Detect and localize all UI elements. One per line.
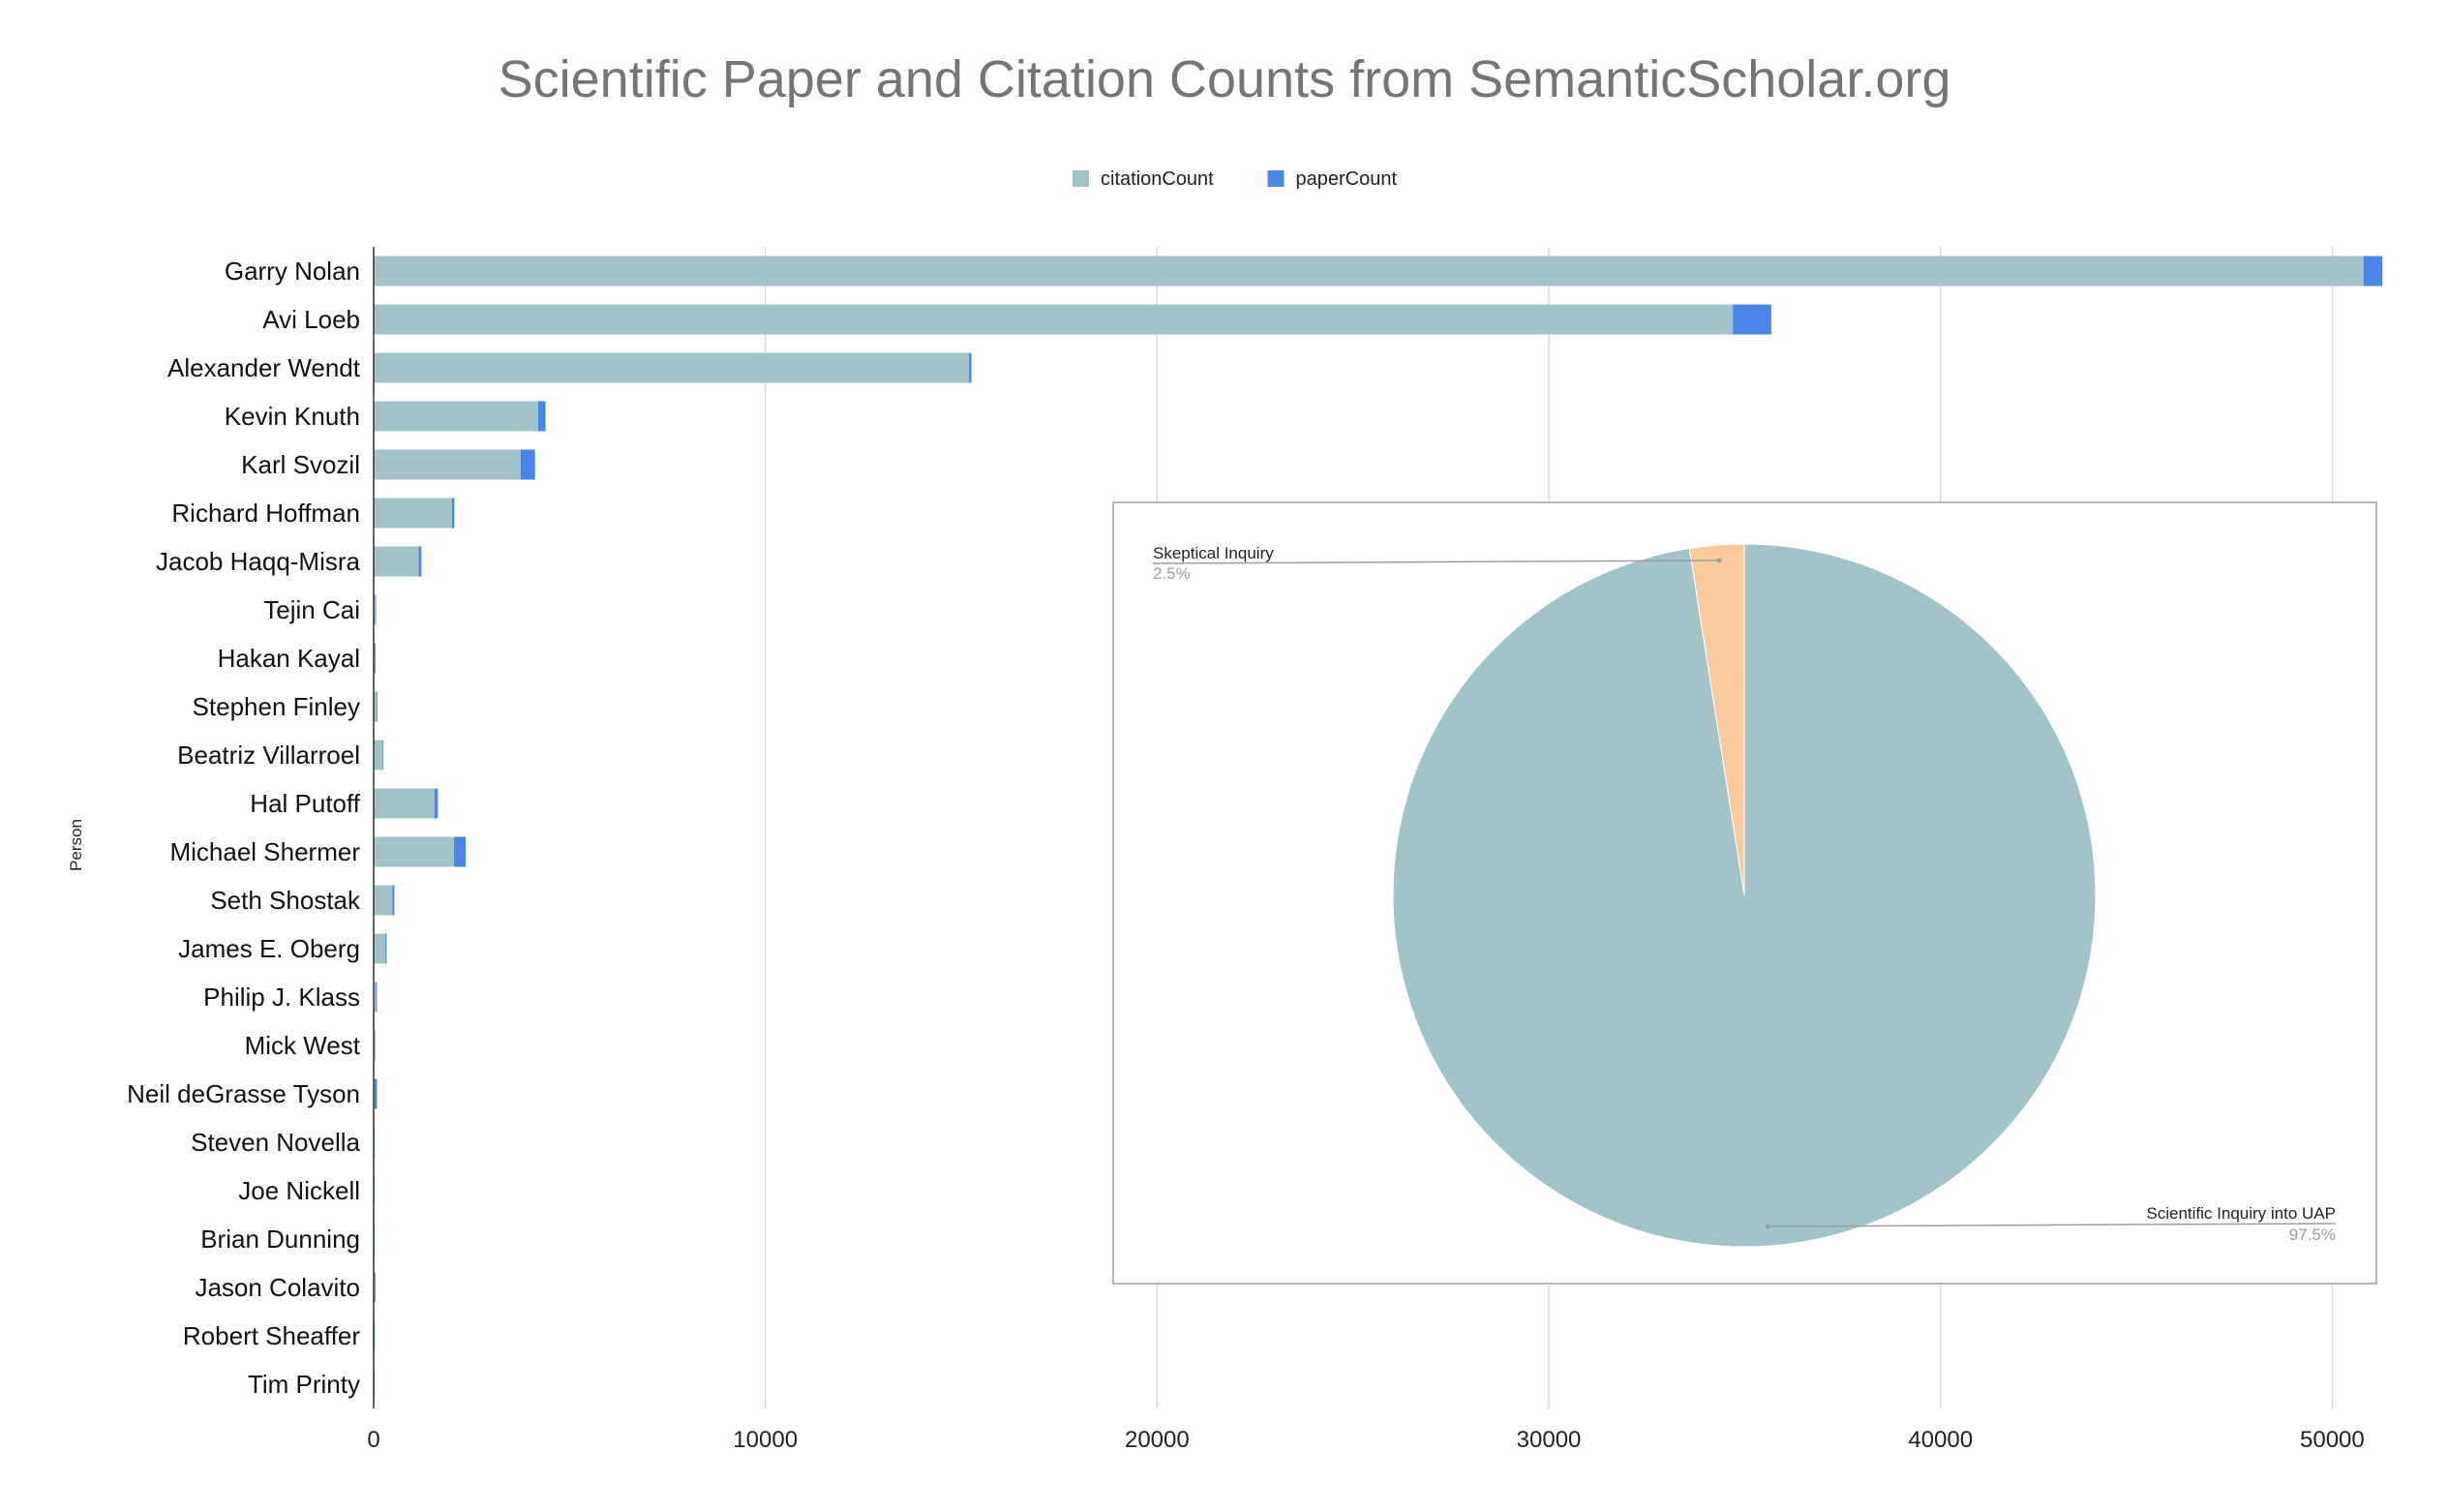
category-label-jason-colavito: Jason Colavito <box>195 1273 360 1302</box>
bar-papercount-hal-putoff <box>434 788 438 819</box>
category-label-steven-novella: Steven Novella <box>191 1128 360 1157</box>
category-label-jacob-haqq-misra: Jacob Haqq-Misra <box>156 547 361 576</box>
pie-leader-dot-scientific-inquiry-into-uap <box>1765 1224 1770 1229</box>
legend: citationCount paperCount <box>1073 168 1397 190</box>
bar-citationcount-karl-svozil <box>374 449 521 480</box>
bar-series <box>374 256 2383 1400</box>
bar-papercount-philip-j-klass <box>376 982 378 1013</box>
category-label-garry-nolan: Garry Nolan <box>225 257 360 286</box>
category-label-alexander-wendt: Alexander Wendt <box>167 353 361 382</box>
bar-citationcount-stephen-finley <box>374 691 378 722</box>
category-label-hal-putoff: Hal Putoff <box>250 789 360 818</box>
category-label-kevin-knuth: Kevin Knuth <box>225 402 360 431</box>
x-tick-label-30000: 30000 <box>1517 1427 1582 1453</box>
category-label-michael-shermer: Michael Shermer <box>169 837 360 866</box>
bar-citationcount-seth-shostak <box>374 885 393 916</box>
category-label-james-e-oberg: James E. Oberg <box>178 934 360 963</box>
x-tick-label-40000: 40000 <box>1908 1427 1973 1453</box>
bar-citationcount-michael-shermer <box>374 836 454 867</box>
category-label-joe-nickell: Joe Nickell <box>238 1176 360 1205</box>
pie-slice-skeptical-inquiry <box>1688 543 1745 896</box>
pie-label-scientific-inquiry-into-uap: Scientific Inquiry into UAP <box>2146 1204 2336 1223</box>
pie-label-skeptical-inquiry: Skeptical Inquiry <box>1153 544 1274 562</box>
bar-citationcount-beatriz-villarroel <box>374 740 383 771</box>
x-tick-labels: 0 10000 20000 30000 40000 50000 <box>367 1427 2364 1453</box>
bar-papercount-stephen-finley <box>377 691 378 722</box>
category-label-tejin-cai: Tejin Cai <box>263 595 360 624</box>
bar-papercount-hakan-kayal <box>375 643 377 674</box>
y-axis-title: Person <box>67 819 85 871</box>
pie-labels: Skeptical Inquiry 2.5% Scientific Inquiry … <box>1152 544 2337 1244</box>
category-label-philip-j-klass: Philip J. Klass <box>203 983 360 1012</box>
bar-citationcount-philip-j-klass <box>374 982 377 1013</box>
x-tick-label-50000: 50000 <box>2300 1427 2365 1453</box>
chart-title: Scientific Paper and Citation Counts fro… <box>499 50 1951 108</box>
bar-citationcount-alexander-wendt <box>374 352 970 383</box>
legend-label-citationcount: citationCount <box>1101 168 1214 190</box>
category-label-robert-sheaffer: Robert Sheaffer <box>183 1321 360 1350</box>
bar-papercount-seth-shostak <box>392 885 395 916</box>
bar-papercount-karl-svozil <box>520 449 535 480</box>
category-label-avi-loeb: Avi Loeb <box>262 305 360 334</box>
pie-slices <box>1392 543 2097 1248</box>
bar-citationcount-richard-hoffman <box>374 498 452 529</box>
bar-citationcount-garry-nolan <box>374 256 2364 287</box>
bar-papercount-garry-nolan <box>2363 256 2383 287</box>
bar-citationcount-kevin-knuth <box>374 401 538 432</box>
bar-papercount-jacob-haqq-misra <box>418 546 422 577</box>
legend-label-papercount: paperCount <box>1296 168 1398 190</box>
pie-value-scientific-inquiry-into-uap: 97.5% <box>2289 1225 2336 1244</box>
bar-papercount-kevin-knuth <box>537 401 546 432</box>
pie-inset: Skeptical Inquiry 2.5% Scientific Inquiry … <box>1112 501 2377 1285</box>
category-label-stephen-finley: Stephen Finley <box>193 692 360 721</box>
category-label-tim-printy: Tim Printy <box>248 1370 360 1399</box>
legend-swatch-papercount <box>1267 170 1285 187</box>
legend-swatch-citationcount <box>1073 170 1089 187</box>
bar-papercount-richard-hoffman <box>451 498 455 529</box>
bar-citationcount-avi-loeb <box>374 304 1734 335</box>
bar-citationcount-tejin-cai <box>374 594 376 625</box>
x-tick-label-0: 0 <box>367 1427 379 1453</box>
pie-value-skeptical-inquiry: 2.5% <box>1153 564 1191 583</box>
bar-papercount-tejin-cai <box>375 594 377 625</box>
bar-papercount-jason-colavito <box>375 1272 377 1303</box>
x-tick-label-20000: 20000 <box>1125 1427 1190 1453</box>
bar-citationcount-hal-putoff <box>374 788 435 819</box>
bar-papercount-neil-degrasse-tyson <box>375 1078 378 1109</box>
bar-citationcount-james-e-oberg <box>374 933 386 964</box>
pie-leader-dot-skeptical-inquiry <box>1716 558 1722 563</box>
x-tick-label-10000: 10000 <box>733 1427 798 1453</box>
bar-papercount-michael-shermer <box>453 836 467 867</box>
category-label-richard-hoffman: Richard Hoffman <box>171 499 360 528</box>
category-label-mick-west: Mick West <box>245 1031 361 1060</box>
bar-papercount-avi-loeb <box>1733 304 1771 335</box>
category-label-hakan-kayal: Hakan Kayal <box>218 644 360 673</box>
category-label-brian-dunning: Brian Dunning <box>200 1225 360 1254</box>
bar-papercount-james-e-oberg <box>385 933 387 964</box>
bar-papercount-beatriz-villarroel <box>382 740 384 771</box>
category-labels: Garry Nolan Avi Loeb Alexander Wendt Kevin … <box>127 257 361 1399</box>
bar-citationcount-jacob-haqq-misra <box>374 546 419 577</box>
bar-papercount-alexander-wendt <box>969 352 972 383</box>
category-label-beatriz-villarroel: Beatriz Villarroel <box>177 741 360 770</box>
category-label-seth-shostak: Seth Shostak <box>210 886 361 915</box>
pie-leader-skeptical-inquiry <box>1152 559 1720 564</box>
pie-leader-scientific-inquiry-into-uap <box>1767 1223 2337 1227</box>
bar-papercount-mick-west <box>374 1030 376 1061</box>
category-label-karl-svozil: Karl Svozil <box>241 450 360 479</box>
bar-papercount-robert-sheaffer <box>374 1320 376 1351</box>
category-label-neil-degrasse-tyson: Neil deGrasse Tyson <box>127 1079 360 1108</box>
